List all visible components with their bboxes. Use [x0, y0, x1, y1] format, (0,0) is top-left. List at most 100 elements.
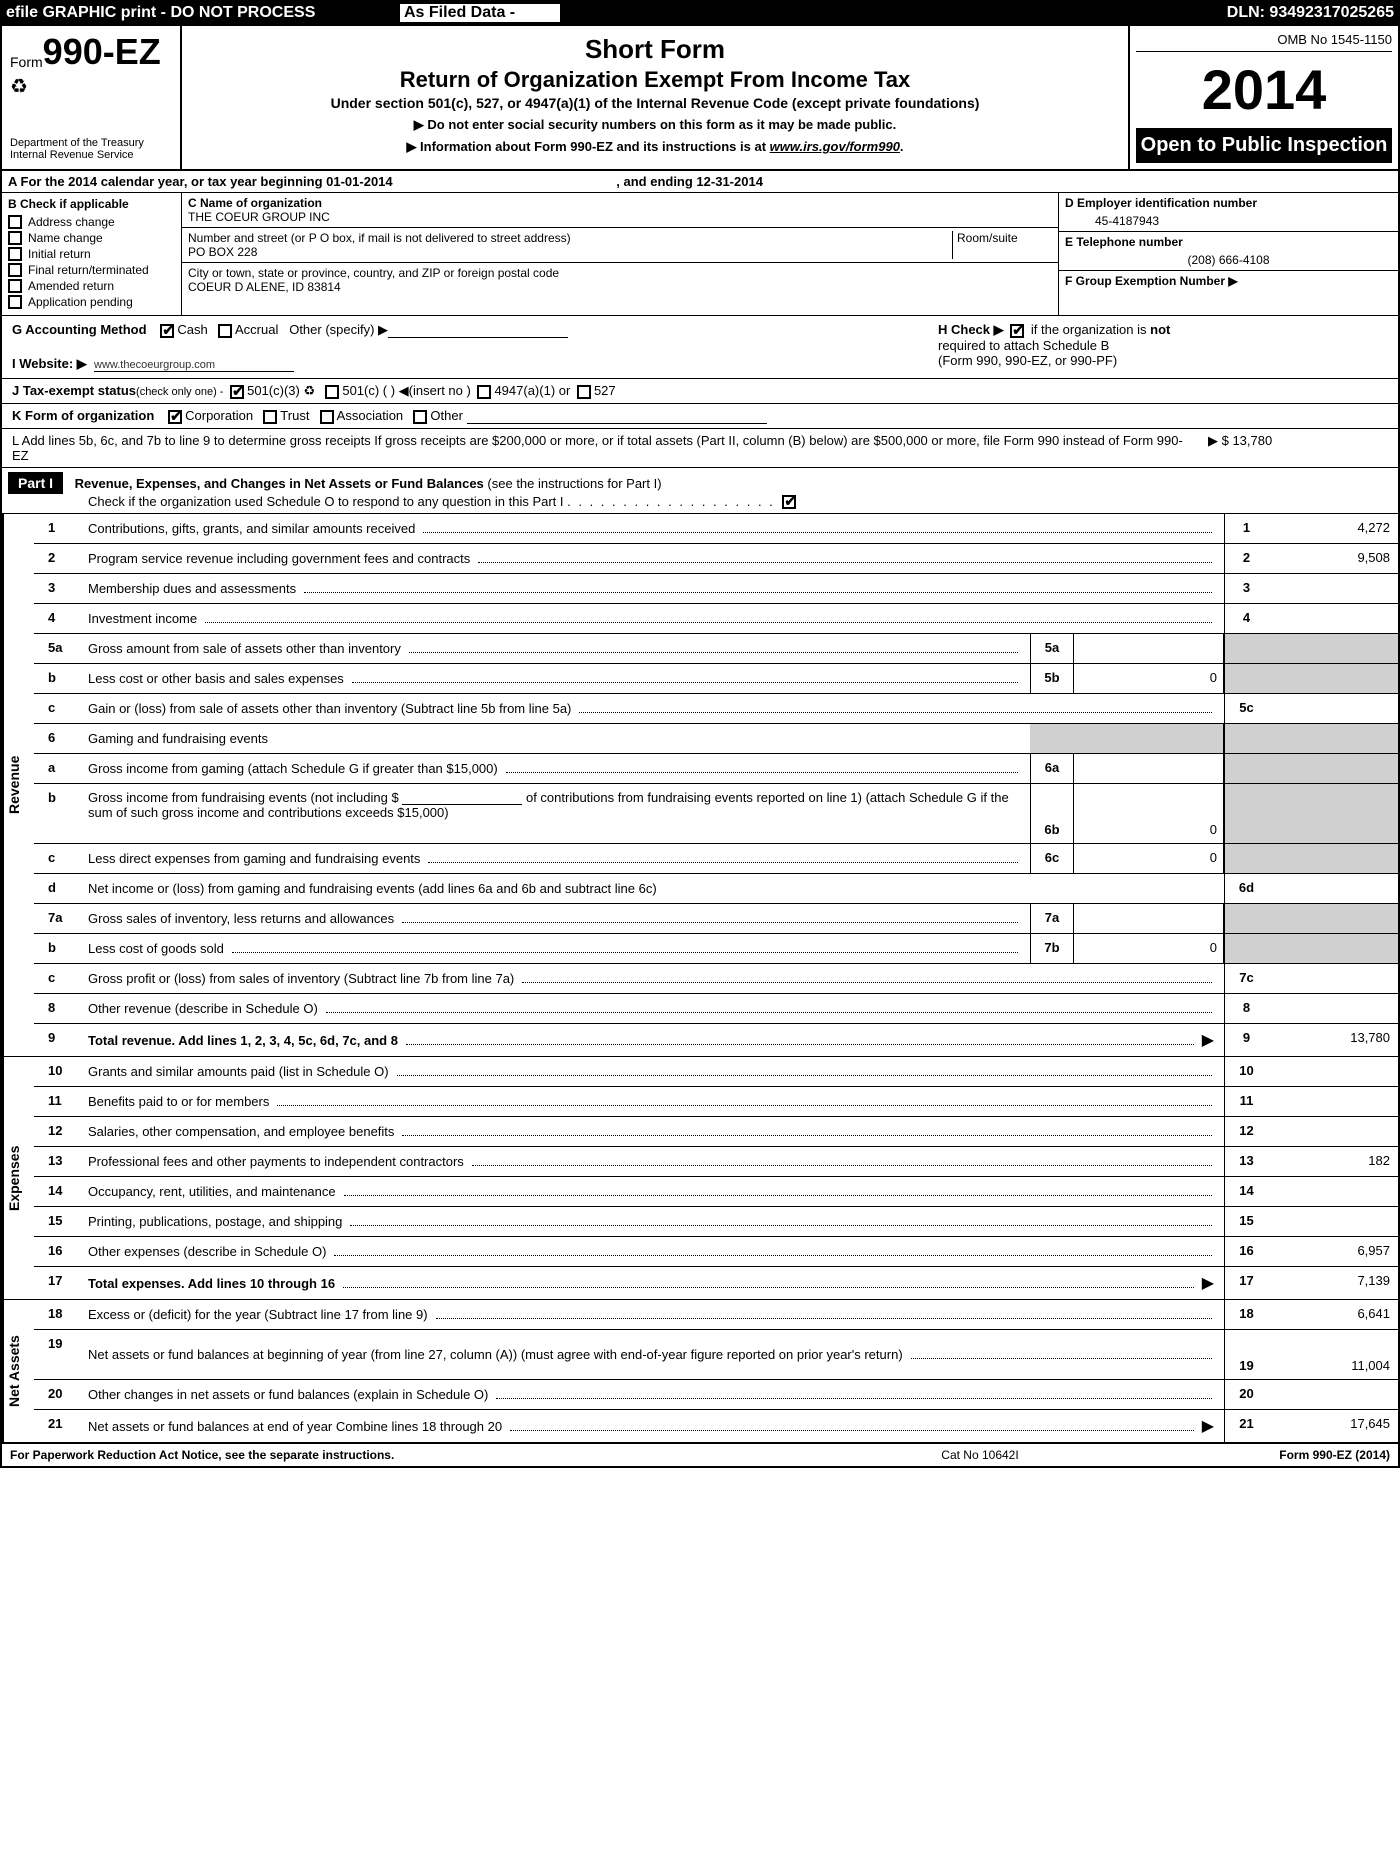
gray-amt	[1268, 904, 1398, 933]
gh-row: G Accounting Method Cash Accrual Other (…	[2, 316, 1398, 379]
gray-ln	[1224, 664, 1268, 693]
subtitle: Under section 501(c), 527, or 4947(a)(1)…	[202, 95, 1108, 111]
row-num: 8	[34, 994, 84, 1023]
line-num: 1	[1224, 514, 1268, 543]
row-desc: Gross sales of inventory, less returns a…	[88, 911, 394, 926]
check-label: Application pending	[28, 295, 133, 309]
check-trust[interactable]	[263, 410, 277, 424]
gray-ln	[1224, 904, 1268, 933]
line-num: 7c	[1224, 964, 1268, 993]
sub-val	[1074, 634, 1224, 663]
gray-ln	[1224, 934, 1268, 963]
row-desc: Total revenue. Add lines 1, 2, 3, 4, 5c,…	[88, 1033, 398, 1048]
row-13: 13 Professional fees and other payments …	[34, 1147, 1398, 1177]
j-opt1: 501(c)(3)	[247, 383, 300, 398]
k-corp: Corporation	[185, 408, 253, 423]
amount	[1268, 1117, 1398, 1146]
netassets-label: Net Assets	[2, 1300, 24, 1442]
row-desc: Other revenue (describe in Schedule O)	[88, 1001, 318, 1016]
row-8: 8 Other revenue (describe in Schedule O)…	[34, 994, 1398, 1024]
check-schedule-o[interactable]	[782, 495, 796, 509]
g-accrual: Accrual	[235, 322, 278, 337]
sub-num: 6a	[1030, 754, 1074, 783]
amount: 11,004	[1268, 1330, 1398, 1379]
amount	[1268, 1207, 1398, 1236]
row-num: 6	[34, 724, 84, 753]
row-desc: Program service revenue including govern…	[88, 551, 470, 566]
row-num: b	[34, 784, 84, 843]
year-box: OMB No 1545-1150 2014 Open to Public Ins…	[1128, 26, 1398, 169]
check-name-change[interactable]: Name change	[8, 231, 175, 245]
form-number: 990-EZ	[43, 34, 161, 70]
sub-val	[1074, 754, 1224, 783]
footer: For Paperwork Reduction Act Notice, see …	[2, 1444, 1398, 1466]
irs-link[interactable]: www.irs.gov/form990	[770, 139, 900, 154]
line-num: 12	[1224, 1117, 1268, 1146]
check-accrual[interactable]	[218, 324, 232, 338]
expenses-section: Expenses 10 Grants and similar amounts p…	[2, 1057, 1398, 1300]
sub-num: 6c	[1030, 844, 1074, 873]
amount: 4,272	[1268, 514, 1398, 543]
check-amended-return[interactable]: Amended return	[8, 279, 175, 293]
amount: 6,641	[1268, 1300, 1398, 1329]
sub-num: 7b	[1030, 934, 1074, 963]
row-3: 3 Membership dues and assessments 3	[34, 574, 1398, 604]
check-label: Final return/terminated	[28, 263, 149, 277]
k-form-org: K Form of organization Corporation Trust…	[2, 404, 1398, 429]
gray-amt	[1268, 934, 1398, 963]
check-501c[interactable]	[325, 385, 339, 399]
netassets-section: Net Assets 18 Excess or (deficit) for th…	[2, 1300, 1398, 1444]
amount	[1268, 604, 1398, 633]
section-a-pre: A For the 2014 calendar year, or tax yea…	[8, 174, 393, 189]
gray-ln	[1224, 844, 1268, 873]
check-assoc[interactable]	[320, 410, 334, 424]
row-num: 3	[34, 574, 84, 603]
sub-num: 5a	[1030, 634, 1074, 663]
row-num: c	[34, 964, 84, 993]
footer-cat: Cat No 10642I	[830, 1448, 1130, 1462]
i-label: I Website: ▶	[12, 356, 87, 371]
row-num: 9	[34, 1024, 84, 1056]
gray-ln	[1224, 784, 1268, 843]
row-1: 1 Contributions, gifts, grants, and simi…	[34, 514, 1398, 544]
street-label: Number and street (or P O box, if mail i…	[188, 231, 946, 245]
l-value: ▶ $ 13,780	[1188, 433, 1388, 463]
row-num: 17	[34, 1267, 84, 1299]
row-desc: Less cost of goods sold	[88, 941, 224, 956]
check-corp[interactable]	[168, 410, 182, 424]
header-row: Form 990-EZ ♻ Department of the Treasury…	[2, 26, 1398, 171]
row-desc: Grants and similar amounts paid (list in…	[88, 1064, 389, 1079]
row-desc: Total expenses. Add lines 10 through 16	[88, 1276, 335, 1291]
row-desc: Excess or (deficit) for the year (Subtra…	[88, 1307, 428, 1322]
h-text1: H Check ▶	[938, 322, 1004, 337]
check-cash[interactable]	[160, 324, 174, 338]
org-name: THE COEUR GROUP INC	[188, 210, 1052, 224]
line-num: 15	[1224, 1207, 1268, 1236]
line-num: 21	[1224, 1410, 1268, 1442]
d-label: D Employer identification number	[1065, 196, 1392, 210]
row-desc: Gaming and fundraising events	[88, 731, 268, 746]
check-h[interactable]	[1010, 324, 1024, 338]
row-6d: d Net income or (loss) from gaming and f…	[34, 874, 1398, 904]
part1-label: Part I	[8, 472, 63, 494]
check-other-org[interactable]	[413, 410, 427, 424]
dept-treasury: Department of the Treasury	[10, 137, 172, 149]
row-num: c	[34, 844, 84, 873]
check-4947[interactable]	[477, 385, 491, 399]
check-final-return[interactable]: Final return/terminated	[8, 263, 175, 277]
row-5a: 5a Gross amount from sale of assets othe…	[34, 634, 1398, 664]
open-inspection: Open to Public Inspection	[1136, 128, 1392, 163]
row-num: a	[34, 754, 84, 783]
banner-left: efile GRAPHIC print - DO NOT PROCESS	[6, 4, 400, 22]
check-initial-return[interactable]: Initial return	[8, 247, 175, 261]
irs-text: Internal Revenue Service	[10, 149, 172, 161]
check-501c3[interactable]	[230, 385, 244, 399]
check-application-pending[interactable]: Application pending	[8, 295, 175, 309]
check-address-change[interactable]: Address change	[8, 215, 175, 229]
row-17: 17 Total expenses. Add lines 10 through …	[34, 1267, 1398, 1299]
j-paren: (check only one) -	[136, 386, 223, 398]
sub-num: 5b	[1030, 664, 1074, 693]
gray-ln	[1224, 724, 1268, 753]
check-527[interactable]	[577, 385, 591, 399]
i-website: I Website: ▶ www.thecoeurgroup.com	[12, 356, 918, 372]
